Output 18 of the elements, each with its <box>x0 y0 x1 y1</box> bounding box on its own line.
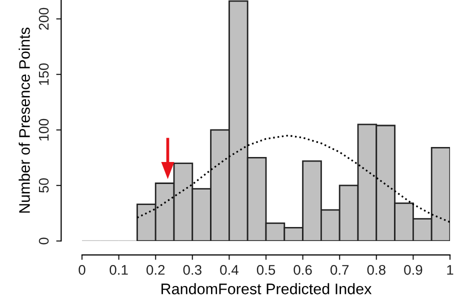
x-tick-label: 0.2 <box>146 264 165 275</box>
y-tick-label: 50 <box>38 178 49 193</box>
x-tick-label: 0.1 <box>110 264 128 275</box>
x-tick-label: 0.7 <box>330 264 349 275</box>
x-tick-label: 0.8 <box>367 264 386 275</box>
y-tick-label: 200 <box>38 8 49 30</box>
y-tick-label: 150 <box>38 63 49 85</box>
y-tick-label: 0 <box>38 238 49 244</box>
x-tick-label: 1 <box>447 265 454 275</box>
y-tick-label: 100 <box>38 118 49 140</box>
x-tick-label: 0.9 <box>404 264 422 275</box>
y-axis-title: Number of Presence Points <box>18 28 30 213</box>
x-tick-label: 0.4 <box>220 264 238 275</box>
x-tick-label: 0.6 <box>294 264 312 275</box>
x-tick-label: 0.3 <box>183 264 202 275</box>
x-tick-label: 0 <box>78 264 86 275</box>
x-tick-label: 0.5 <box>256 264 276 275</box>
x-axis-title: RandomForest Predicted Index <box>162 283 372 294</box>
